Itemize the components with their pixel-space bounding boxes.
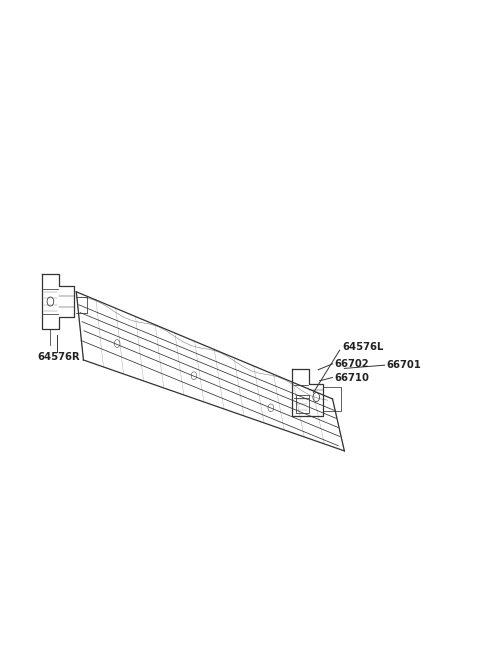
Text: 64576R: 64576R: [37, 352, 80, 362]
Text: 64576L: 64576L: [342, 342, 384, 352]
Text: 66701: 66701: [386, 360, 421, 370]
Text: 66710: 66710: [334, 373, 369, 383]
Bar: [296, 396, 309, 413]
Text: 66702: 66702: [334, 359, 369, 369]
